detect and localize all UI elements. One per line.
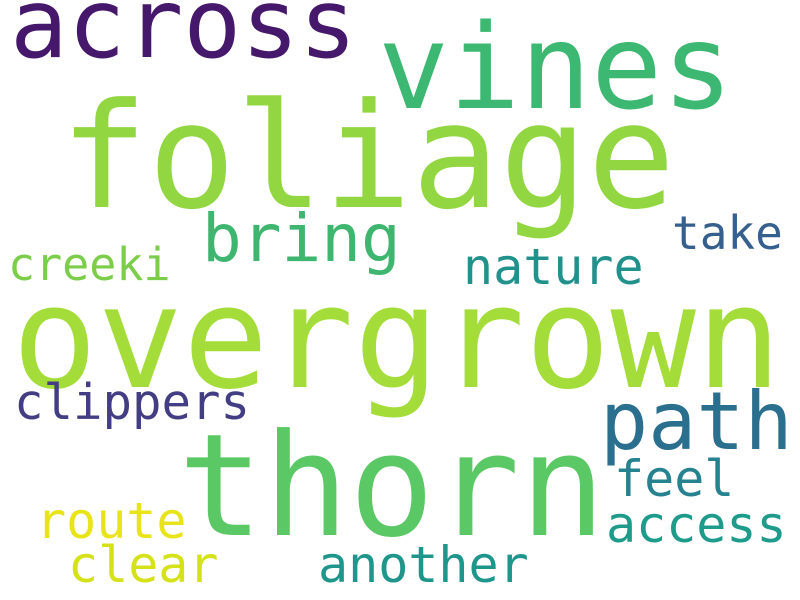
word-across: across (10, 0, 357, 80)
word-thorn: thorn (178, 404, 606, 569)
word-overgrown: overgrown (12, 256, 782, 421)
word-feel: feel (614, 450, 735, 508)
word-another: another (318, 536, 529, 594)
word-take: take (672, 206, 783, 260)
word-foliage: foliage (60, 72, 676, 242)
word-clippers: clippers (14, 374, 251, 431)
word-clear: clear (68, 536, 219, 594)
word-path: path (600, 375, 793, 468)
word-creeki: creeki (8, 238, 171, 291)
word-access: access (606, 496, 787, 554)
word-route: route (36, 492, 187, 550)
word-nature: nature (463, 238, 644, 296)
word-vines: vines (378, 0, 734, 136)
word-bring: bring (202, 200, 401, 277)
